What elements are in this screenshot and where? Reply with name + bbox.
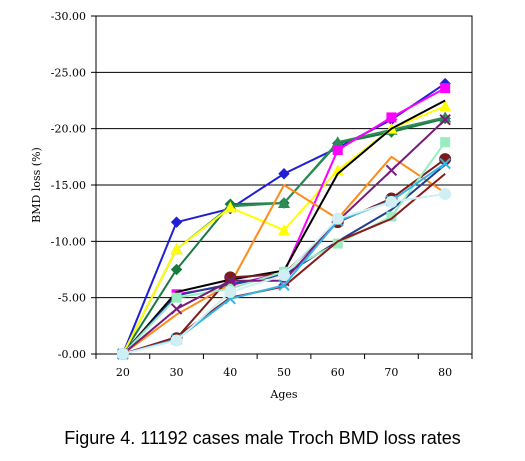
data-point — [439, 188, 452, 201]
data-point — [331, 212, 344, 225]
data-point — [439, 100, 452, 112]
data-point — [171, 292, 182, 303]
data-point — [386, 211, 397, 222]
data-point — [439, 157, 451, 170]
data-point — [224, 275, 236, 287]
data-point — [332, 238, 343, 249]
series-6 — [122, 155, 446, 355]
figure-caption: Figure 4. 11192 cases male Troch BMD los… — [64, 428, 461, 448]
y-tick-label: -30.00 — [51, 10, 86, 23]
series-line — [122, 158, 446, 355]
x-tick-label: 70 — [384, 366, 398, 379]
data-point — [331, 136, 344, 148]
data-point — [278, 279, 290, 291]
x-axis-title: Ages — [269, 388, 297, 401]
data-point — [386, 112, 397, 123]
y-tick-label: -20.00 — [51, 123, 86, 136]
data-point — [439, 113, 451, 126]
y-tick-label: -10.00 — [51, 235, 86, 248]
data-point — [439, 153, 452, 166]
data-point — [170, 216, 183, 228]
y-tick-label: -0.00 — [58, 348, 86, 361]
data-point — [278, 224, 290, 236]
y-tick-label: -5.00 — [58, 292, 86, 305]
x-tick-label: 20 — [116, 366, 130, 379]
y-tick-label: -25.00 — [51, 66, 86, 79]
y-tick-label: -15.00 — [51, 179, 86, 192]
data-point — [440, 83, 451, 94]
data-point — [224, 286, 237, 299]
data-point — [170, 243, 183, 255]
series-layer — [116, 77, 452, 360]
data-point — [440, 137, 451, 148]
data-point — [331, 164, 344, 176]
series-11 — [117, 113, 451, 360]
series-13 — [117, 157, 451, 360]
y-axis-title: BMD loss (%) — [30, 147, 43, 223]
x-tick-label: 50 — [277, 366, 291, 379]
data-point — [385, 164, 398, 177]
y-axis: -0.00 -5.00 -10.00 -15.00 -20.00 -25.00 -30.00 — [51, 10, 96, 361]
data-point — [278, 269, 290, 282]
x-tick-label: 30 — [170, 366, 184, 379]
data-point — [170, 303, 183, 315]
series-14 — [116, 188, 452, 360]
x-tick-label: 40 — [223, 366, 237, 379]
data-point — [224, 201, 237, 213]
data-point — [278, 168, 290, 180]
data-point — [278, 197, 290, 209]
data-point — [332, 145, 343, 156]
series-4 — [116, 100, 452, 359]
series-line — [122, 155, 446, 355]
data-point — [170, 334, 183, 347]
data-point — [385, 195, 398, 208]
data-point — [170, 263, 183, 276]
data-point — [439, 111, 452, 123]
x-tick-label: 80 — [438, 366, 452, 379]
x-axis: 20 30 40 50 60 70 80 — [95, 354, 473, 379]
data-point — [116, 348, 129, 360]
x-tick-label: 60 — [331, 366, 345, 379]
